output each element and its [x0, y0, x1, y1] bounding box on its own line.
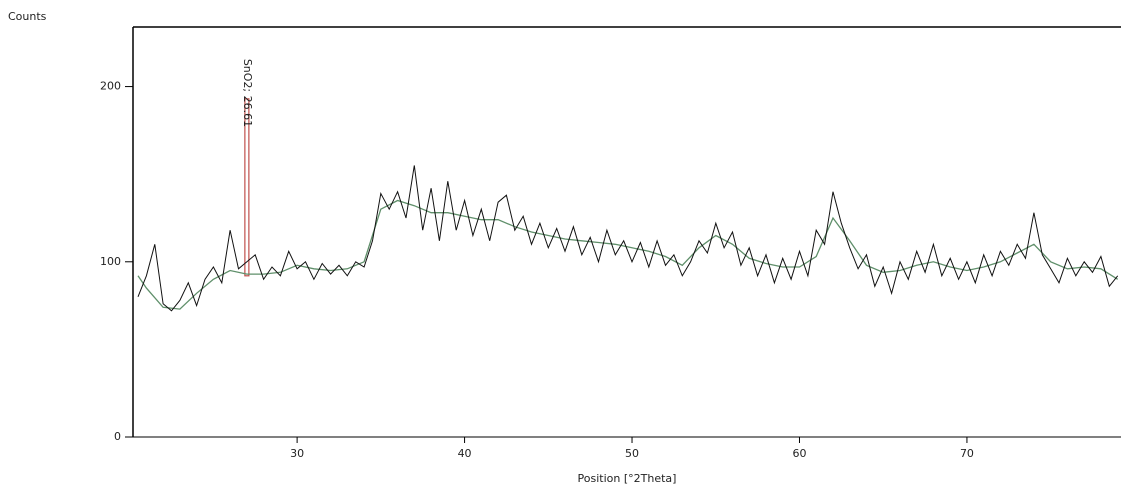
y-tick-label: 0 — [114, 430, 121, 443]
y-axis-label: Counts — [8, 10, 47, 23]
x-tick-label: 30 — [290, 447, 304, 460]
x-axis-label: Position [°2Theta] — [578, 472, 677, 485]
y-tick-label: 200 — [100, 80, 121, 93]
x-tick-label: 50 — [625, 447, 639, 460]
x-tick-label: 40 — [458, 447, 472, 460]
x-tick-label: 60 — [792, 447, 806, 460]
reference-peak — [244, 98, 250, 277]
y-tick-label: 100 — [100, 255, 121, 268]
data-line — [137, 199, 1119, 310]
x-tick-label: 70 — [960, 447, 974, 460]
data-line — [137, 165, 1119, 312]
reference-label: SnO2; 26.61 — [241, 59, 254, 127]
